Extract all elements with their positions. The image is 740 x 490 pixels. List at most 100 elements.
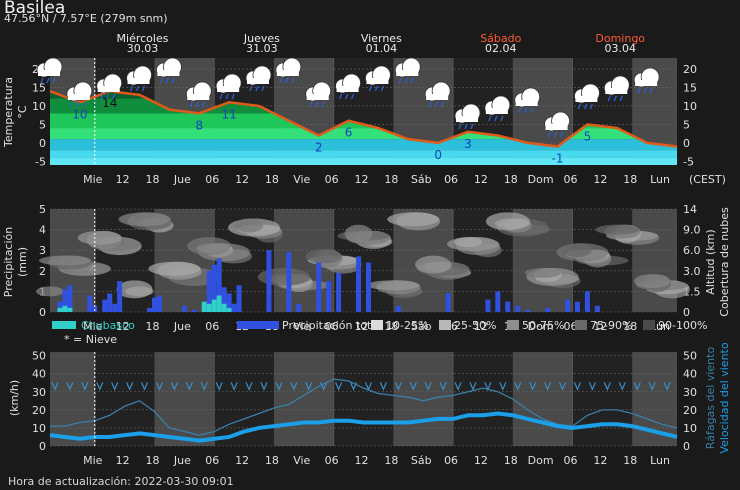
time-tick-label: 12: [593, 454, 607, 467]
cloud-axis-label: Cobertura de nubes: [718, 207, 731, 317]
precip-bar: [191, 309, 197, 312]
cloud-icon: [426, 94, 449, 100]
rain-drop-icon: [171, 77, 176, 84]
wind-direction-arrow: [394, 382, 402, 391]
precip-bar: [545, 307, 551, 312]
shower-bar: [216, 295, 222, 312]
wind-direction-arrow: [66, 382, 74, 391]
time-tick-label: 06: [205, 320, 219, 333]
cloud-cover-blob: [36, 286, 64, 297]
day-name: Domingo: [595, 32, 645, 45]
precip-bar: [326, 281, 332, 312]
precip-bar: [147, 307, 153, 312]
time-tick-label: Vie: [293, 320, 310, 333]
time-tick-label: 12: [235, 454, 249, 467]
time-tick-label: Lun: [650, 320, 670, 333]
wind-direction-arrow: [514, 382, 522, 391]
rain-drop-icon: [607, 95, 611, 102]
wind-direction-arrow: [155, 382, 164, 391]
precip-bar: [231, 303, 237, 312]
time-tick-label: Mie: [83, 173, 103, 186]
time-tick-label: 18: [623, 454, 637, 467]
precip-bar: [216, 258, 222, 312]
precip-bar: [525, 309, 531, 312]
cloud-cover-blob: [77, 230, 122, 245]
precip-bar: [505, 301, 511, 312]
rain-drop-icon: [82, 101, 86, 108]
rain-drop-icon: [219, 93, 223, 100]
shower-bar: [57, 307, 63, 312]
shower-bar: [211, 299, 217, 312]
altitude-tick-right: 3.0: [683, 265, 701, 278]
rain-drop-icon: [100, 93, 104, 100]
daylight-band: [273, 352, 334, 446]
time-tick-label: Mie: [83, 454, 103, 467]
wind-direction-arrow: [170, 382, 178, 391]
precip-tick-left: 0: [39, 306, 46, 319]
rain-drop-icon: [285, 77, 289, 84]
day-name: Miércoles: [117, 32, 169, 45]
weather-icon: [305, 81, 332, 108]
rain-drop-icon: [494, 115, 498, 122]
cloud-icon: [38, 70, 60, 76]
weather-icon: [335, 73, 361, 100]
rain-drop-icon: [76, 101, 80, 108]
time-tick-label: 06: [205, 454, 219, 467]
temp-band: [50, 139, 677, 151]
time-tick-label: Mie: [83, 320, 103, 333]
weather-icon: [574, 83, 600, 110]
wind-direction-arrow: [111, 382, 119, 391]
day-date: 31.03: [246, 42, 278, 55]
weather-icon: [424, 81, 451, 108]
time-tick-label: 18: [146, 320, 160, 333]
rain-drop-icon: [165, 77, 170, 84]
wind-direction-arrow: [364, 382, 373, 391]
cloud-cover-blob: [595, 224, 640, 235]
rain-drop-icon: [40, 77, 44, 84]
cloud-cover-blob: [235, 218, 264, 233]
wind-direction-arrow: [603, 382, 611, 391]
temp-band: [50, 128, 677, 140]
legend-cloud-class: 90-100%: [658, 319, 707, 332]
cloud-icon: [217, 86, 240, 92]
wind-direction-arrow: [558, 382, 567, 391]
time-tick-label: 18: [146, 173, 160, 186]
wind-direction-arrow: [588, 382, 596, 391]
rain-drop-icon: [106, 93, 110, 100]
day-date: 03.04: [604, 42, 636, 55]
wind-direction-arrow: [499, 382, 507, 391]
rain-drop-icon: [255, 85, 259, 92]
weather-icon: [156, 57, 182, 84]
rain-drop-icon: [637, 87, 641, 94]
precip-bar: [92, 305, 98, 312]
rain-drop-icon: [410, 77, 414, 84]
day-name: Sábado: [480, 32, 521, 45]
time-tick-label: Vie: [293, 173, 310, 186]
precip-bar: [102, 299, 108, 312]
wind-direction-arrow: [529, 382, 537, 391]
time-tick-label: 06: [325, 454, 339, 467]
rain-drop-icon: [613, 95, 617, 102]
shower-bar: [62, 305, 68, 312]
rain-drop-icon: [321, 101, 325, 108]
temp-value-label: 14: [102, 96, 117, 110]
rain-drop-icon: [488, 115, 492, 122]
rain-drop-icon: [500, 115, 504, 122]
wind-direction-arrow: [320, 382, 328, 391]
wind-tick-right: 50: [683, 350, 697, 363]
cloud-icon: [276, 70, 299, 76]
precip-bar: [221, 287, 227, 312]
wind-axis-unit: (km/h): [8, 380, 21, 416]
timezone-label: (CEST): [689, 173, 726, 186]
daylight-band: [154, 352, 215, 446]
time-tick-label: 18: [384, 173, 398, 186]
wind-direction-arrow: [140, 382, 149, 391]
wind-direction-arrow: [544, 382, 552, 391]
legend-cloud-class: 10-25%: [386, 319, 428, 332]
day-name: Viernes: [361, 32, 402, 45]
temp-tick-right: 10: [683, 100, 697, 113]
wind-direction-arrow: [51, 382, 59, 391]
time-tick-label: 12: [593, 173, 607, 186]
time-tick-label: 18: [504, 173, 518, 186]
legend-cloud-swatch: [643, 320, 655, 330]
